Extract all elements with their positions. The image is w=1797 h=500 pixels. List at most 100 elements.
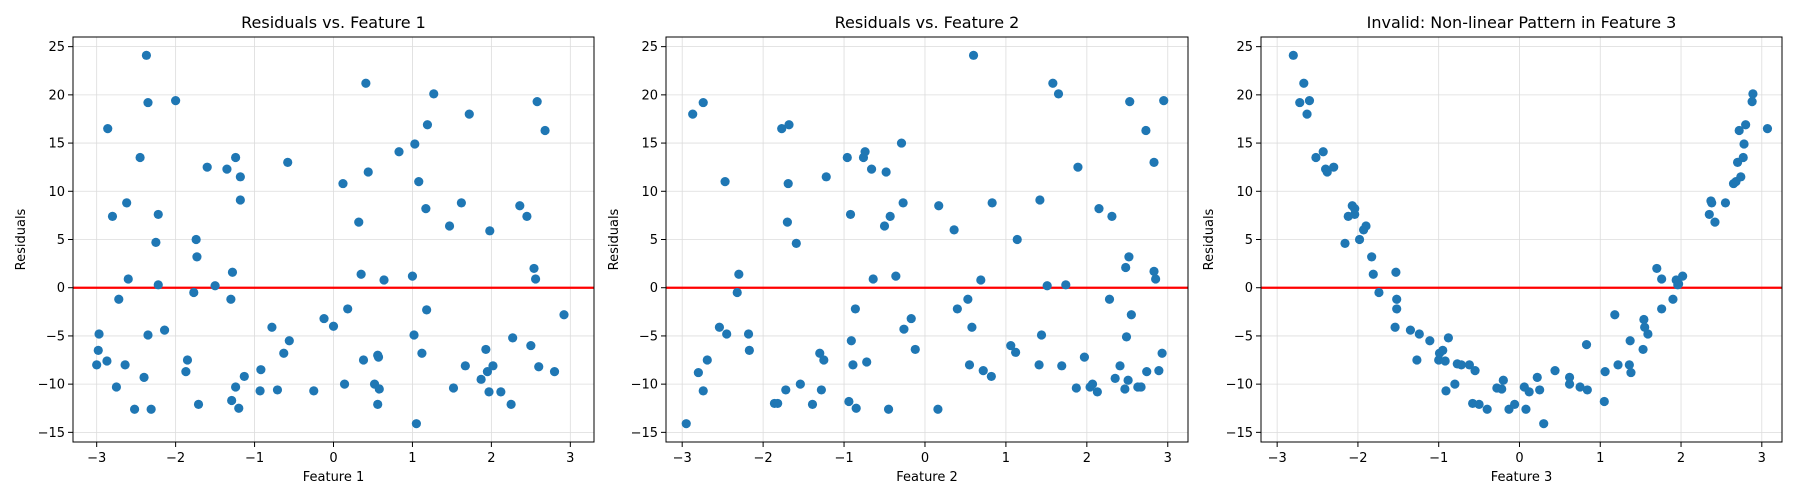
scatter-point: [1470, 366, 1480, 376]
scatter-point: [1626, 367, 1636, 378]
scatter-point: [267, 322, 277, 332]
scatter-point: [338, 178, 348, 189]
scatter-point: [1295, 97, 1305, 108]
scatter-point: [783, 178, 793, 189]
scatter-point: [1149, 157, 1159, 167]
scatter-point: [681, 419, 691, 429]
y-tick-label: 10: [48, 185, 65, 200]
scatter-point: [1734, 125, 1744, 136]
x-tick-label: −3: [673, 451, 692, 466]
scatter-point: [1532, 372, 1542, 382]
scatter-point: [1123, 375, 1133, 385]
y-tick-label: 0: [57, 281, 65, 296]
y-tick-label: 0: [1245, 281, 1253, 296]
scatter-point: [815, 348, 825, 358]
scatter-point: [1322, 167, 1332, 177]
scatter-point: [1087, 379, 1098, 389]
y-tick-label: 20: [641, 88, 658, 103]
scatter-point: [1741, 120, 1751, 130]
scatter-point: [784, 120, 794, 130]
scatter-point: [409, 330, 419, 340]
scatter-point: [559, 310, 569, 320]
y-tick-label: 5: [1245, 233, 1253, 248]
scatter-point: [356, 269, 366, 279]
scatter-point: [933, 404, 943, 414]
scatter-point: [373, 399, 383, 409]
scatter-point: [976, 275, 986, 285]
scatter-point: [1354, 234, 1365, 245]
scatter-point: [963, 294, 973, 304]
scatter-point: [1157, 348, 1167, 358]
scatter-point: [967, 322, 977, 332]
scatter-point: [522, 211, 532, 221]
y-tick-label: −10: [38, 378, 65, 393]
scatter-point: [343, 304, 353, 314]
scatter-point: [1657, 274, 1667, 284]
x-tick-label: −1: [245, 451, 264, 466]
scatter-point: [529, 263, 539, 274]
chart-title: Invalid: Non-linear Pattern in Feature 3: [1367, 13, 1677, 32]
scatter-point: [720, 177, 730, 187]
scatter-point: [1006, 340, 1016, 351]
scatter-point: [181, 367, 191, 377]
scatter-point: [202, 162, 212, 172]
scatter-point: [530, 274, 541, 284]
y-tick-label: −5: [1234, 329, 1253, 344]
scatter-point: [484, 387, 494, 397]
scatter-point: [986, 371, 996, 382]
scatter-point: [407, 271, 418, 281]
scatter-point: [978, 366, 988, 376]
scatter-point: [891, 271, 901, 281]
scatter-point: [1391, 267, 1401, 277]
scatter-point: [819, 355, 829, 365]
scatter-point: [226, 294, 236, 304]
scatter-point: [456, 198, 466, 208]
scatter-point: [1643, 329, 1653, 339]
scatter-point: [781, 385, 791, 395]
scatter-point: [1159, 96, 1169, 106]
scatter-point: [1441, 386, 1451, 396]
scatter-point: [883, 404, 894, 414]
scatter-point: [1392, 294, 1402, 304]
scatter-point: [1524, 387, 1534, 397]
scatter-point: [141, 50, 152, 60]
y-tick-label: 25: [48, 40, 65, 55]
y-tick-label: 5: [57, 233, 65, 248]
x-tick-label: −3: [87, 451, 106, 466]
scatter-point: [1535, 385, 1545, 395]
scatter-point: [1678, 271, 1688, 281]
scatter-point: [146, 404, 156, 414]
scatter-point: [934, 201, 944, 211]
x-tick-label: 2: [487, 451, 495, 466]
scatter-point: [210, 281, 220, 291]
scatter-point: [848, 360, 858, 370]
scatter-point: [1374, 287, 1384, 298]
scatter-point: [481, 344, 491, 355]
scatter-point: [107, 211, 118, 221]
x-tick-label: 3: [1164, 451, 1172, 466]
scatter-point: [92, 360, 102, 370]
scatter-point: [1121, 332, 1132, 342]
scatter-point: [1443, 333, 1453, 343]
scatter-point: [860, 147, 870, 157]
chart-title: Residuals vs. Feature 1: [241, 13, 426, 32]
scatter-point: [1747, 97, 1757, 107]
scatter-point: [850, 304, 860, 314]
scatter-point: [534, 362, 544, 372]
scatter-point: [1474, 399, 1484, 409]
scatter-point: [1110, 373, 1120, 383]
scatter-point: [319, 313, 329, 324]
scatter-point: [1706, 196, 1716, 206]
scatter-point: [1392, 304, 1402, 314]
scatter-point: [1625, 336, 1635, 346]
scatter-point: [153, 280, 163, 290]
chart-title: Residuals vs. Feature 2: [835, 13, 1020, 32]
scatter-point: [842, 152, 852, 163]
scatter-point: [94, 329, 104, 339]
scatter-point: [540, 125, 550, 136]
scatter-point: [1361, 221, 1371, 231]
scatter-point: [1154, 366, 1164, 376]
scatter-point: [1710, 217, 1720, 227]
